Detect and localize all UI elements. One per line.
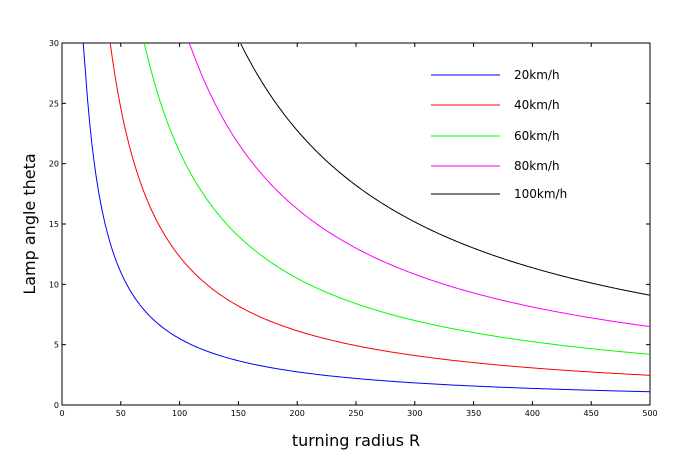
- y-tick-label: 20: [49, 160, 59, 169]
- y-tick-label: 10: [49, 280, 59, 289]
- y-tick-label: 15: [49, 220, 59, 229]
- legend-label: 20km/h: [514, 68, 560, 82]
- x-tick-label: 400: [525, 409, 540, 418]
- x-axis-ticks: 0 50 100 150 200 250 300 350 400 450 500: [59, 43, 658, 418]
- series-line-40km-h: [109, 42, 651, 376]
- x-tick-label: 0: [59, 409, 64, 418]
- y-tick-label: 25: [49, 99, 59, 108]
- series-line-60km-h: [143, 42, 651, 355]
- x-tick-label: 350: [466, 409, 481, 418]
- series-layer: [82, 42, 651, 393]
- legend-label: 60km/h: [514, 129, 560, 143]
- series-line-80km-h: [188, 42, 651, 328]
- x-tick-label: 150: [231, 409, 246, 418]
- y-tick-label: 30: [49, 39, 59, 48]
- legend: 20km/h 40km/h 60km/h 80km/h 100km/h: [431, 68, 567, 201]
- y-tick-label: 0: [54, 401, 59, 410]
- y-tick-label: 5: [54, 341, 59, 350]
- legend-label: 40km/h: [514, 98, 560, 112]
- x-tick-label: 500: [642, 409, 657, 418]
- x-tick-label: 450: [584, 409, 599, 418]
- x-tick-label: 50: [116, 409, 126, 418]
- x-tick-label: 300: [407, 409, 422, 418]
- y-axis-ticks: 0 5 10 15 20 25 30: [49, 39, 650, 410]
- legend-label: 100km/h: [514, 187, 567, 201]
- series-line-20km-h: [82, 42, 651, 393]
- plot-area: [61, 42, 651, 406]
- series-line-100km-h: [240, 43, 651, 296]
- x-axis-label: turning radius R: [292, 431, 420, 450]
- y-axis-label: Lamp angle theta: [20, 153, 39, 294]
- x-tick-label: 100: [172, 409, 187, 418]
- x-tick-label: 250: [348, 409, 363, 418]
- x-tick-label: 200: [290, 409, 305, 418]
- legend-label: 80km/h: [514, 159, 560, 173]
